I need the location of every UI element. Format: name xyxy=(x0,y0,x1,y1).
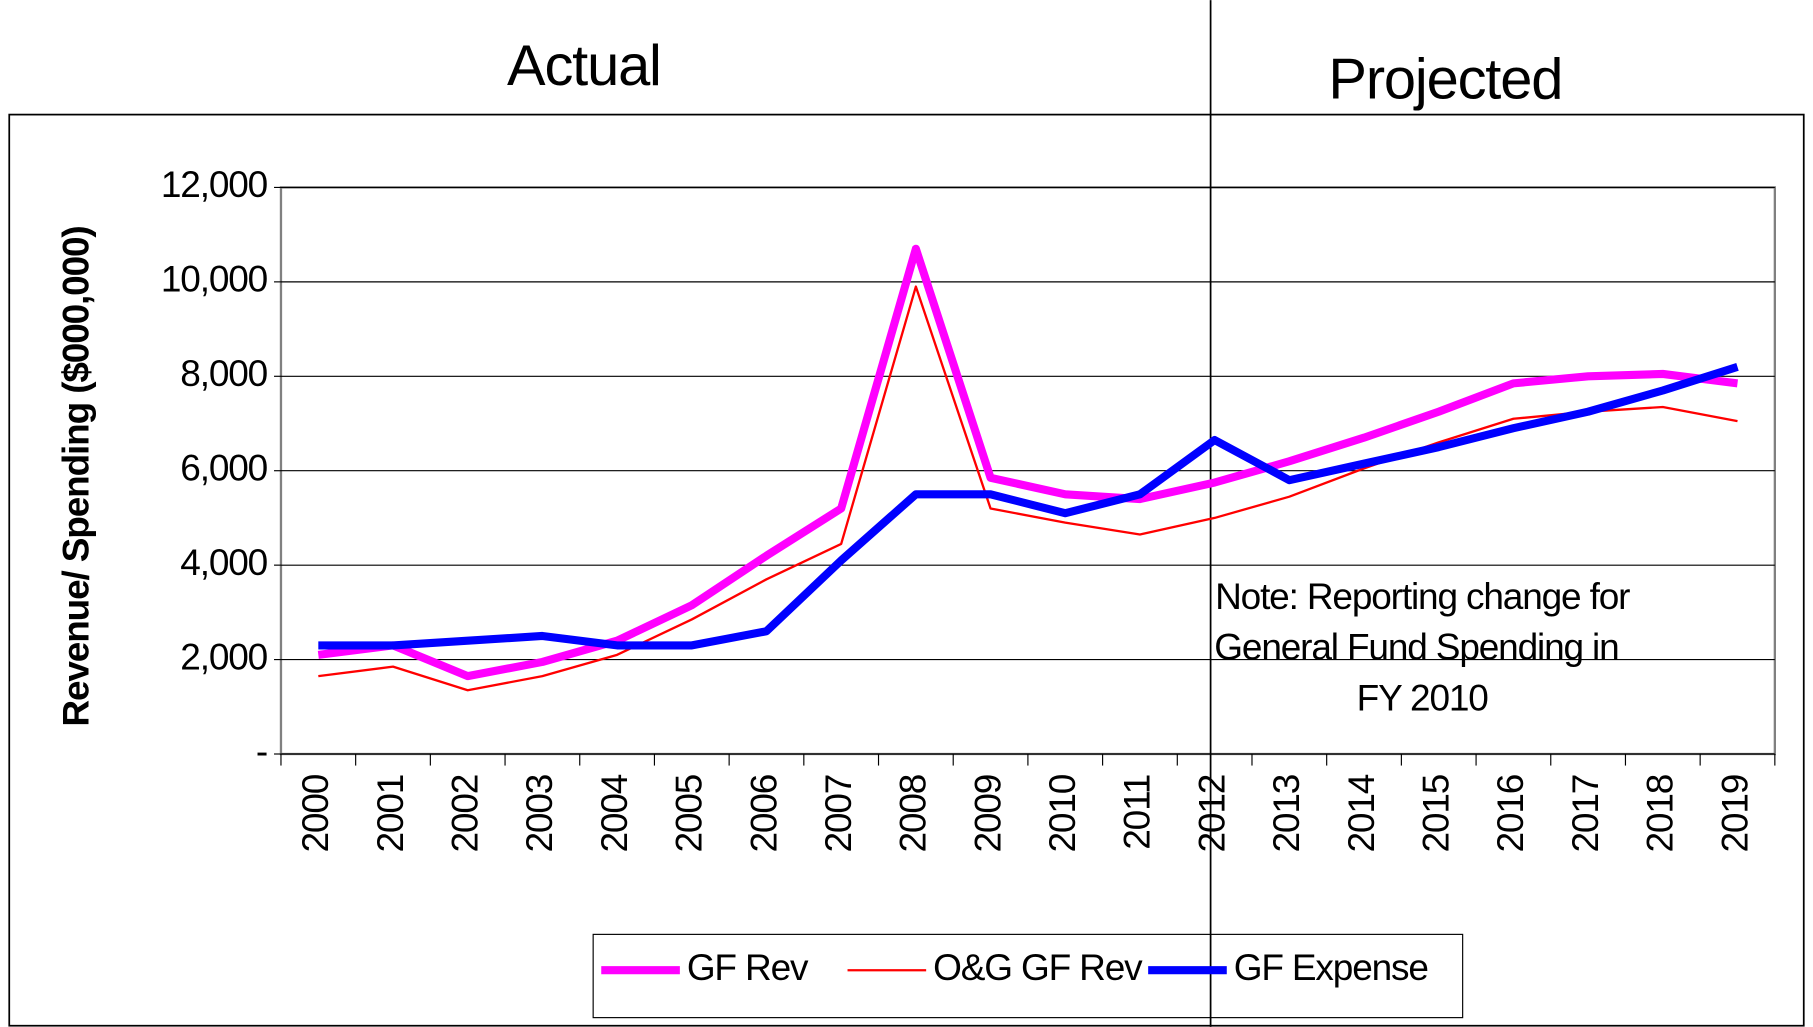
x-tick-label: 2012 xyxy=(1191,775,1232,853)
annotation: Projected xyxy=(1328,48,1562,112)
annotation: FY 2010 xyxy=(1357,678,1489,719)
series-line xyxy=(318,285,1738,692)
x-tick-label: 2000 xyxy=(295,774,336,852)
x-tick-label: 2014 xyxy=(1341,774,1382,852)
x-tick-label: 2002 xyxy=(444,775,485,853)
y-tick-label: - xyxy=(256,731,267,772)
y-tick-label: 4,000 xyxy=(180,542,267,583)
annotation: Actual xyxy=(507,34,661,98)
x-tick-label: 2010 xyxy=(1042,774,1083,852)
annotation: General Fund Spending in xyxy=(1214,627,1618,668)
series-line xyxy=(318,362,1739,650)
x-tick-label: 2009 xyxy=(967,775,1008,853)
y-tick-label: 8,000 xyxy=(180,353,267,394)
x-tick-label: 2003 xyxy=(519,775,560,853)
x-tick-label: 2017 xyxy=(1565,775,1606,853)
x-tick-label: 2008 xyxy=(893,775,934,853)
series-line xyxy=(317,244,1739,681)
legend-label: GF Rev xyxy=(687,947,809,988)
y-tick-label: 2,000 xyxy=(180,636,267,677)
y-tick-label: 6,000 xyxy=(180,448,267,489)
x-tick-label: 2005 xyxy=(669,774,710,852)
legend xyxy=(592,933,1464,1019)
x-tick-label: 2016 xyxy=(1490,775,1531,853)
x-tick-label: 2006 xyxy=(743,775,784,853)
chart-frame xyxy=(8,113,1805,1027)
legend-label: O&G GF Rev xyxy=(933,947,1143,988)
x-tick-label: 2001 xyxy=(370,775,411,853)
x-tick-label: 2018 xyxy=(1640,775,1681,853)
x-tick-label: 2004 xyxy=(594,774,635,852)
x-tick-label: 2019 xyxy=(1714,775,1755,853)
x-tick-label: 2011 xyxy=(1117,775,1158,850)
y-axis-label: Revenue/ Spending ($000,000) xyxy=(55,226,96,726)
y-tick-label: 10,000 xyxy=(161,259,268,300)
annotation: Note: Reporting change for xyxy=(1215,576,1630,617)
legend-label: GF Expense xyxy=(1234,947,1428,988)
y-tick-label: 12,000 xyxy=(161,164,268,205)
x-tick-label: 2007 xyxy=(818,775,859,853)
x-tick-label: 2015 xyxy=(1416,774,1457,852)
x-tick-label: 2013 xyxy=(1266,775,1307,853)
